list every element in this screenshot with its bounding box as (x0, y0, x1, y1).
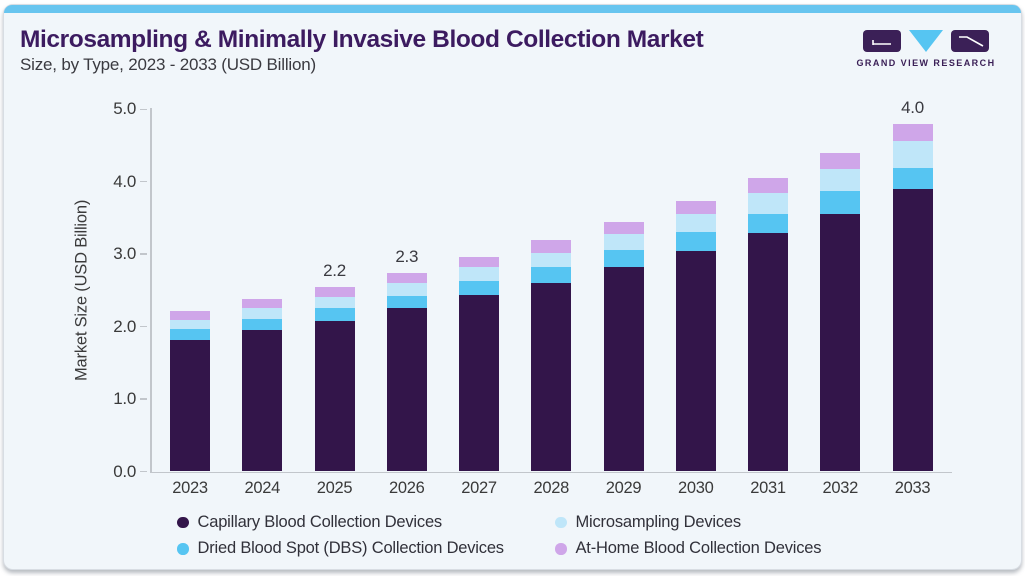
card-top-accent-bar (4, 5, 1021, 13)
legend-item: Capillary Blood Collection Devices (177, 509, 555, 536)
x-tick-label-2032: 2032 (822, 479, 858, 497)
x-tick-label-2026: 2026 (388, 479, 425, 497)
bar-segment-2026 (386, 283, 427, 297)
bar-segment-2025 (314, 320, 355, 472)
x-tick-label-2023: 2023 (172, 479, 208, 497)
bar-segment-2023 (170, 311, 210, 321)
bar-segment-2027 (459, 257, 499, 268)
x-tick-label-2033: 2033 (894, 479, 931, 497)
legend-dot-icon (555, 543, 567, 555)
bar-segment-2032 (820, 213, 861, 472)
bar-segment-2030 (675, 251, 716, 472)
x-tick-label-2029: 2029 (605, 479, 642, 497)
bar-total-label-2025: 2.2 (323, 260, 346, 280)
bar-segment-2031 (748, 213, 788, 234)
page-subtitle: Size, by Type, 2023 - 2033 (USD Billion) (20, 55, 316, 74)
bar-segment-2025 (314, 308, 355, 321)
y-tick-mark (140, 180, 147, 183)
legend-item: Microsampling Devices (555, 509, 821, 536)
bar-segment-2033 (892, 141, 933, 168)
bar-segment-2030 (675, 214, 716, 233)
x-axis-line (150, 471, 952, 473)
gvr-logo-brand-text: GRAND VIEW RESEARCH (856, 58, 996, 68)
y-tick-label: 4.0 (113, 171, 136, 191)
bar-segment-2033 (892, 188, 933, 472)
bar-segment-2024 (242, 308, 283, 319)
bar-segment-2027 (459, 295, 499, 472)
y-tick-mark (140, 108, 147, 110)
x-tick-label-2027: 2027 (461, 479, 497, 497)
bar-segment-2029 (603, 249, 644, 268)
bar-segment-2033 (892, 167, 933, 189)
legend-item: At-Home Blood Collection Devices (555, 536, 821, 563)
y-tick-mark (140, 325, 147, 328)
bar-segment-2029 (603, 221, 644, 234)
bar-segment-2023 (170, 329, 210, 341)
legend-label: Microsampling Devices (575, 512, 742, 531)
x-tick-label-2025: 2025 (316, 479, 353, 497)
x-tick-label-2030: 2030 (677, 479, 714, 497)
bar-segment-2032 (820, 152, 861, 169)
bar-segment-2031 (748, 193, 788, 214)
x-tick-label-2024: 2024 (244, 479, 280, 497)
legend-label: Dried Blood Spot (DBS) Collection Device… (197, 539, 505, 558)
y-tick-mark (140, 253, 147, 255)
bar-segment-2031 (748, 178, 788, 194)
bar-segment-2032 (820, 168, 861, 192)
legend-dot-icon (177, 543, 189, 555)
bar-segment-2027 (459, 280, 499, 296)
legend-label: At-Home Blood Collection Devices (575, 539, 822, 558)
bar-segment-2030 (675, 232, 716, 252)
legend-dot-icon (177, 516, 189, 528)
legend-label: Capillary Blood Collection Devices (197, 512, 443, 531)
y-tick-mark (140, 470, 147, 473)
y-tick-mark (140, 398, 147, 400)
bar-segment-2024 (242, 299, 283, 309)
bar-segment-2023 (170, 340, 210, 472)
bar-segment-2028 (531, 252, 572, 268)
x-tick-label-2031: 2031 (750, 479, 786, 497)
bar-segment-2024 (242, 330, 283, 472)
bar-segment-2033 (892, 123, 933, 142)
y-axis-line (150, 108, 152, 473)
bar-segment-2026 (386, 308, 427, 472)
y-tick-label: 0.0 (113, 461, 136, 481)
bar-segment-2028 (531, 240, 572, 253)
y-axis-title: Market Size (USD Billion) (72, 199, 91, 381)
bar-segment-2027 (459, 267, 499, 281)
bar-segment-2026 (386, 296, 427, 309)
bar-segment-2030 (675, 201, 716, 215)
bar-total-label-2033: 4.0 (901, 97, 924, 117)
bar-segment-2024 (242, 318, 283, 331)
bar-segment-2029 (603, 267, 644, 472)
bar-segment-2025 (314, 286, 355, 297)
y-tick-label: 2.0 (113, 316, 136, 336)
bar-segment-2032 (820, 191, 861, 214)
x-tick-label-2028: 2028 (533, 479, 569, 497)
y-tick-label: 1.0 (113, 389, 136, 409)
y-tick-label: 3.0 (113, 244, 136, 264)
grand-view-research-logo: GRAND VIEW RESEARCH (855, 28, 997, 68)
chart-legend: Capillary Blood Collection Devices Micros… (177, 509, 821, 563)
legend-item: Dried Blood Spot (DBS) Collection Device… (177, 536, 555, 563)
bar-total-label-2026: 2.3 (395, 246, 419, 266)
bar-segment-2028 (531, 267, 572, 284)
bar-segment-2031 (748, 233, 788, 472)
y-tick-label: 5.0 (113, 99, 136, 119)
bar-segment-2023 (170, 320, 210, 330)
bar-segment-2025 (314, 296, 355, 309)
bar-segment-2029 (603, 233, 644, 250)
bar-segment-2028 (531, 283, 572, 472)
legend-dot-icon (555, 516, 567, 528)
page-title: Microsampling & Minimally Invasive Blood… (20, 26, 704, 53)
gvr-logo-marks-icon (863, 30, 989, 52)
bar-segment-2026 (386, 272, 427, 284)
